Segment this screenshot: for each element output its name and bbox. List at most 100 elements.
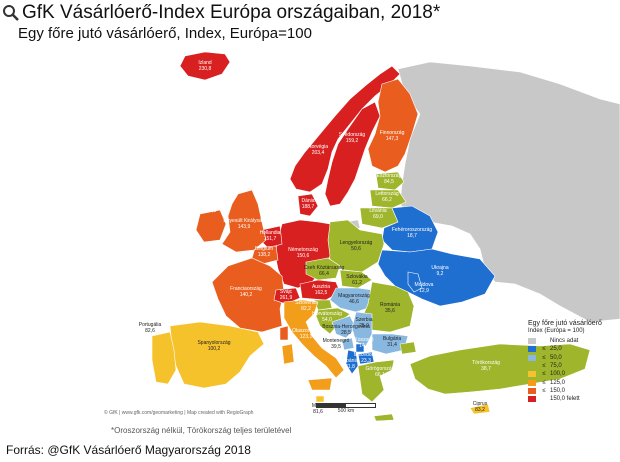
label-portugal-name: Portugália — [139, 322, 162, 328]
legend-item: ≤ 75,0 — [528, 362, 620, 370]
label-norway-name: Norvégia — [308, 144, 328, 150]
map-header: GfK Vásárlóerő-Index Európa országaiban,… — [2, 2, 602, 42]
label-slovenia-value: 82,2 — [301, 306, 311, 312]
country-estonia — [375, 171, 405, 191]
legend-item: ≤ 125,0 — [528, 378, 620, 386]
country-czech — [305, 257, 341, 281]
country-portugal — [151, 331, 177, 385]
label-france-name: Franciaország — [230, 286, 262, 292]
source-line: Forrás: @GfK Vásárlóerő Magyarország 201… — [6, 443, 251, 457]
label-malta-value: 81,6 — [313, 409, 323, 415]
label-bulgaria-name: Bulgária — [383, 336, 402, 342]
label-macedonia-value: 23,3 — [361, 358, 371, 364]
label-spain-name: Spanyolország — [197, 340, 230, 346]
label-latvia-name: Lettország — [375, 191, 399, 197]
country-finland — [367, 78, 419, 173]
label-croatia-name: Horvátország — [312, 311, 342, 317]
label-serbia-name: Szerbia — [356, 317, 373, 323]
label-finland-value: 147,3 — [386, 136, 399, 142]
country-ireland — [195, 209, 227, 243]
label-czech-name: Cseh Köztársaság — [304, 265, 345, 271]
country-moldova — [407, 271, 423, 293]
label-switzerland-value: 261,9 — [280, 295, 293, 301]
country-france — [211, 257, 285, 333]
country-serbia — [351, 311, 373, 347]
legend-swatch — [528, 346, 536, 353]
legend-symbol: ≤ — [542, 363, 546, 370]
legend-label: 150,0 — [550, 387, 566, 394]
label-ukraine-value: 9,2 — [437, 271, 444, 277]
label-hungary-value: 46,6 — [349, 299, 359, 305]
label-italy-name: Olaszország — [292, 328, 320, 334]
label-hungary-name: Magyarország — [338, 293, 370, 299]
legend-swatch — [528, 363, 536, 370]
legend-label: 50,0 — [550, 354, 562, 361]
country-cyprus — [469, 403, 491, 415]
title-row: GfK Vásárlóerő-Index Európa országaiban,… — [2, 2, 602, 24]
label-norway-value: 203,4 — [312, 150, 325, 156]
label-montenegro-name: Montenegró — [323, 338, 350, 344]
label-netherlands-value: 151,7 — [264, 236, 277, 242]
label-belgium-name: Belgium — [255, 246, 273, 252]
label-moldova-value: 12,9 — [419, 288, 429, 294]
label-sweden-name: Svédország — [339, 132, 366, 138]
legend-swatch — [528, 371, 536, 378]
scale-line — [316, 403, 376, 408]
label-austria-value: 162,5 — [315, 290, 328, 296]
label-greece-value: 66,1 — [375, 372, 385, 378]
label-denmark-value: 188,7 — [302, 204, 315, 210]
page-subtitle: Egy főre jutó vásárlóerő, Index, Európa=… — [18, 25, 312, 42]
label-romania-name: Románia — [380, 302, 400, 308]
country-macedonia — [357, 351, 375, 365]
country-labels: Izland 230,8 Norvégia 203,4 Svédország 159,… — [139, 60, 500, 415]
label-estonia-value: 84,5 — [384, 179, 394, 185]
label-iceland-value: 230,8 — [199, 66, 212, 72]
legend-subtitle: Index (Európa = 100) — [528, 328, 585, 334]
europe-map: Izland 230,8 Norvégia 203,4 Svédország 159,… — [0, 44, 620, 430]
magnifier-icon — [3, 5, 19, 21]
country-uk — [221, 189, 267, 253]
label-kosovo-name: Koszovó — [354, 337, 373, 343]
label-poland-name: Lengyelország — [340, 240, 373, 246]
country-malta — [315, 395, 325, 403]
label-croatia-value: 54,0 — [322, 317, 332, 323]
label-bulgaria-value: 31,4 — [387, 342, 397, 348]
country-turkey — [409, 343, 591, 395]
legend-item: ≤ 100,0 — [528, 370, 620, 378]
label-spain-value: 100,2 — [208, 346, 221, 352]
label-germany-name: Németország — [288, 247, 318, 253]
legend-item: ≤ 150,0 — [528, 387, 620, 395]
label-switzerland-name: Svájc — [280, 289, 293, 295]
legend-item: Nincs adat — [528, 337, 620, 345]
country-kosovo — [355, 343, 365, 353]
label-czech-value: 66,4 — [319, 271, 329, 277]
country-hungary — [329, 287, 375, 313]
label-estonia-name: Észtország — [377, 172, 402, 179]
label-ireland-name: Írország — [201, 201, 219, 208]
country-montenegro — [341, 337, 355, 351]
legend-swatch — [528, 354, 536, 361]
label-bosnia-value: 28,5 — [341, 330, 351, 336]
country-albania — [345, 349, 359, 375]
legend-symbol: ≤ — [542, 387, 546, 394]
label-albania-value: 21,8 — [345, 364, 355, 370]
label-finland-name: Finnország — [380, 130, 405, 136]
label-cyprus-value: 83,2 — [475, 407, 485, 413]
